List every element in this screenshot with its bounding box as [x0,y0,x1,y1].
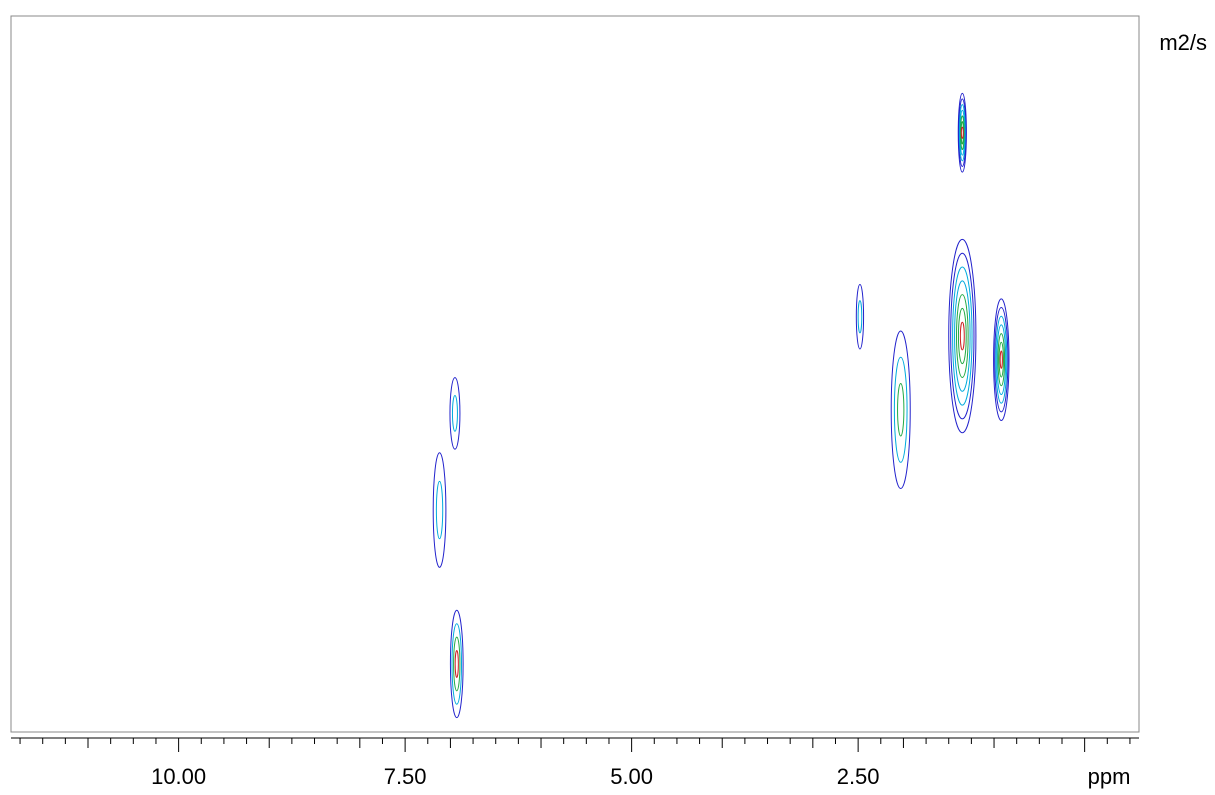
contour-level [890,330,911,490]
contour-level [893,356,908,463]
contour-peak-3 [993,298,1010,422]
contour-level [995,315,1008,404]
x-tick-label: 7.50 [384,764,427,789]
x-tick-label: 10.00 [151,764,206,789]
contour-level [999,350,1003,369]
x-axis: 10.00 7.50 5.00 2.50 [11,737,1139,789]
contour-peak-6 [449,377,461,450]
contour-level [998,341,1004,378]
contour-level [959,321,965,351]
contour-level [960,115,965,151]
contour-level [855,284,865,350]
contour-peaks [432,92,1010,719]
contour-level [997,333,1006,387]
x-tick-label: 5.00 [610,764,653,789]
x-axis-unit-label: ppm [1088,764,1131,789]
contour-peak-4 [855,284,865,350]
contour-level [950,252,975,420]
contour-level [957,307,967,365]
contour-level [994,307,1009,413]
contour-peak-7 [432,452,447,568]
x-tick-label: 2.50 [837,764,880,789]
contour-level [959,109,966,156]
contour-level [449,377,461,450]
contour-level [857,300,863,334]
contour-level [956,294,969,378]
contour-level [952,266,973,406]
contour-peak-8 [449,609,464,719]
contour-level [454,650,459,678]
contour-level [449,609,464,719]
contour-peak-1 [957,92,967,173]
contour-level [960,126,964,139]
plot-frame [10,15,1140,733]
y-axis-unit-label: m2/s [1159,30,1207,55]
contour-level [958,98,967,167]
contour-level [957,92,967,173]
contour-peak-5 [890,330,911,490]
contour-level [451,394,458,432]
contour-level [432,452,447,568]
contour-level [996,324,1007,395]
contour-level [453,636,461,692]
contour-level [451,623,463,705]
contour-level [958,104,966,162]
contour-level [948,238,977,434]
contour-level [954,280,971,392]
contour-level [435,480,444,540]
contour-level [897,383,905,437]
contour-peak-2 [948,238,977,434]
contour-level [993,298,1010,422]
